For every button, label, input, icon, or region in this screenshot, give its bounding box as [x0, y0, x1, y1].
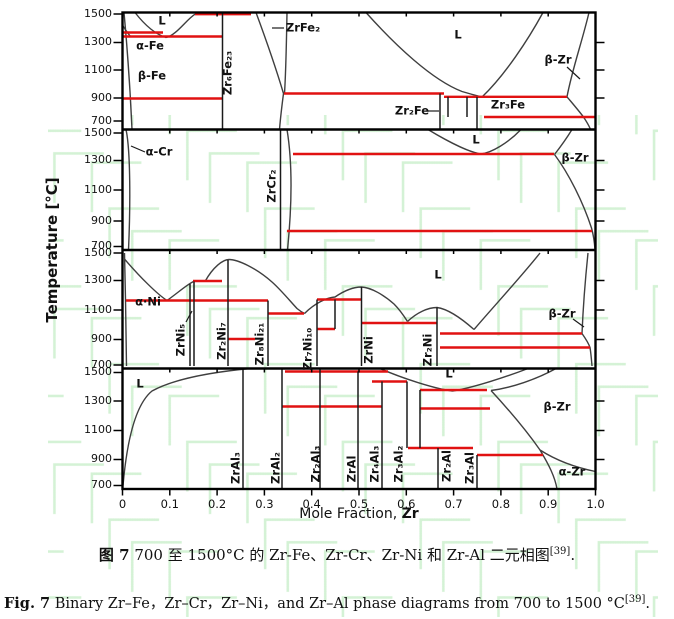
label-leader-line: [566, 66, 581, 80]
caption-english: Fig. 7 Binary Zr–Fe，Zr–Cr，Zr–Ni，and Zr–A…: [4, 592, 672, 613]
caption-chinese-period: .: [570, 546, 576, 564]
caption-english-label: Fig. 7: [4, 595, 51, 612]
panel-zrfe-curves: [122, 12, 592, 130]
caption-chinese: 图 7 700 至 1500°C 的 Zr-Fe、Zr-Cr、Zr-Ni 和 Z…: [0, 544, 674, 565]
x-axis-title-text: Mole Fraction,: [299, 506, 402, 522]
x-axis-title-bold: Zr: [401, 506, 419, 522]
caption-english-ref: [39]: [624, 594, 646, 606]
caption-chinese-label: 图 7: [98, 546, 130, 564]
caption-chinese-text: 700 至 1500°C 的 Zr-Fe、Zr-Cr、Zr-Ni 和 Zr-Al…: [129, 546, 550, 564]
watermark: [48, 115, 658, 617]
label-leader-line: [185, 310, 193, 323]
caption-english-period: .: [645, 596, 651, 612]
caption-english-text: Binary Zr–Fe，Zr–Cr，Zr–Ni，and Zr–Al phase…: [50, 596, 625, 612]
label-leader-line: [572, 318, 585, 328]
y-axis-title: Temperature [°C]: [43, 177, 61, 323]
x-axis-title: Mole Fraction, Zr: [122, 506, 596, 522]
panel-zral-curves: [122, 367, 596, 490]
caption-chinese-ref: [39]: [549, 546, 571, 557]
label-leader-line: [130, 145, 146, 153]
